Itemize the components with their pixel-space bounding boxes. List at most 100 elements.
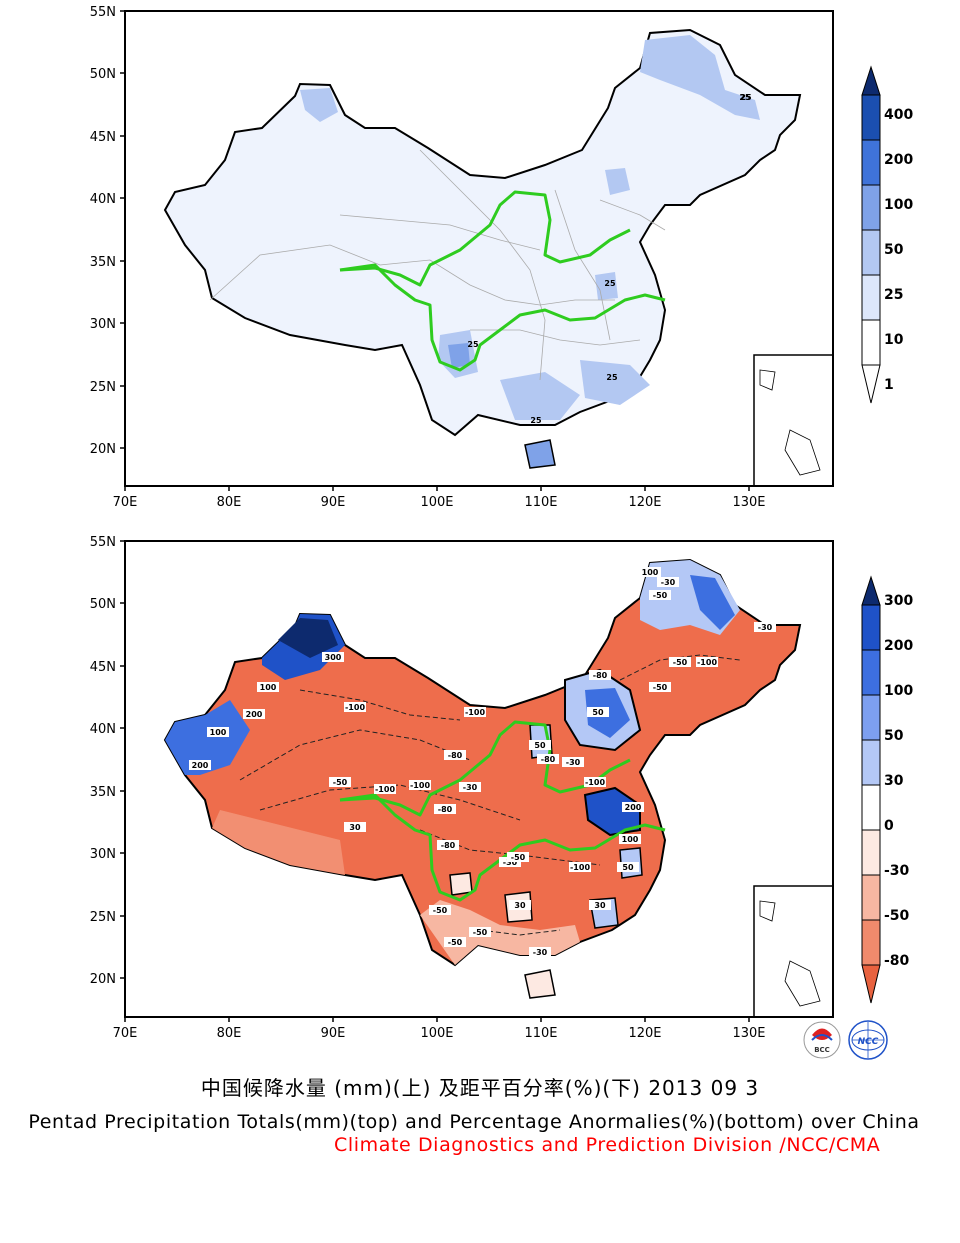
lon-label: 80E (217, 1026, 242, 1041)
bcc-logo: BCC (803, 1021, 841, 1059)
contour-label-bg (584, 777, 606, 787)
south-china-sea-inset (753, 354, 834, 487)
contour-label: -50 (473, 928, 488, 937)
contour-label-bg (243, 709, 265, 719)
contour-label: 30 (349, 823, 361, 832)
lon-label: 130E (732, 1026, 765, 1041)
contour-label-bg (569, 862, 591, 872)
contour-label-bg (437, 840, 459, 850)
lat-label: 20N (90, 972, 116, 987)
contour-label-bg (459, 782, 481, 792)
contour-label-bg (344, 822, 366, 832)
lon-label: 130E (732, 495, 765, 510)
chinese-caption: 中国候降水量 (mm)(上) 及距平百分率(%)(下) 2013 09 3 (200, 1076, 760, 1100)
contour-label: -80 (448, 751, 463, 760)
contour-label: -100 (345, 703, 365, 712)
colorbar-cap (861, 65, 881, 96)
colorbar-box (861, 829, 881, 876)
anomaly-patch (278, 618, 338, 658)
colorbar-box (861, 739, 881, 786)
contour-label-bg (617, 862, 639, 872)
latitude-axis: 55N 50N 45N 40N 35N 30N 25N 20N (90, 535, 125, 987)
precip-patch (300, 88, 338, 122)
contour-label: 25 (604, 279, 616, 288)
longitude-axis: 70E 80E 90E 100E 110E 120E 130E (113, 486, 766, 510)
contour-label-bg (639, 567, 661, 577)
contour-label-bg (429, 905, 451, 915)
contour-label-bg (619, 834, 641, 844)
lon-label: 70E (113, 495, 138, 510)
lat-label: 40N (90, 192, 116, 207)
lat-label: 25N (90, 910, 116, 925)
contour-label: -50 (333, 778, 348, 787)
colorbar-box (861, 229, 881, 276)
colorbar-label: -30 (884, 863, 910, 879)
anomaly-patch (165, 700, 250, 775)
colorbar-box (861, 604, 881, 651)
contour-label: -50 (511, 853, 526, 862)
lon-label: 70E (113, 1026, 138, 1041)
contour-label: -100 (410, 781, 430, 790)
contour-label: 25 (739, 93, 751, 102)
contour-label: 50 (622, 863, 634, 872)
contour-label: 100 (260, 683, 277, 692)
contour-label: 25 (530, 416, 542, 425)
contour-label-bg (344, 702, 366, 712)
contour-label-bg (696, 657, 718, 667)
colorbar: 400 200 100 50 25 10 1 (861, 65, 913, 404)
anomaly-patch (212, 810, 345, 875)
contour-label: -50 (433, 906, 448, 915)
lon-label: 80E (217, 495, 242, 510)
contour-label: 25 (467, 340, 479, 349)
precip-patch (605, 168, 630, 195)
anomaly-patch (690, 575, 735, 630)
contour-label-bg (622, 802, 644, 812)
precip-patch (500, 372, 580, 420)
contour-label: 25 (740, 93, 752, 102)
contour-label-bg (444, 937, 466, 947)
contour-label: -30 (566, 758, 581, 767)
contour-label: -50 (653, 591, 668, 600)
ncc-logo: NCC (848, 1020, 888, 1060)
contour-label: -30 (503, 858, 518, 867)
lat-label: 55N (90, 535, 116, 550)
lat-label: 50N (90, 67, 116, 82)
contour-label: 300 (325, 653, 342, 662)
contour-label: -80 (593, 671, 608, 680)
contour-label-bg (374, 784, 396, 794)
colorbar-label: 1 (884, 377, 894, 393)
contour-label: -30 (463, 783, 478, 792)
lat-label: 30N (90, 317, 116, 332)
contour-label: -30 (661, 578, 676, 587)
contour-label: -30 (533, 948, 548, 957)
english-caption: Pentad Precipitation Totals(mm)(top) and… (28, 1111, 920, 1133)
yellow-river (339, 190, 631, 287)
lat-label: 30N (90, 847, 116, 862)
contour-label: -100 (465, 708, 485, 717)
contour-label: -80 (441, 841, 456, 850)
yangtze-river (339, 263, 666, 372)
contour-label-bg (507, 852, 529, 862)
colorbar-label: 100 (884, 197, 913, 213)
lat-label: 35N (90, 255, 116, 270)
contour-label-bg (444, 750, 466, 760)
contour-label: 100 (642, 568, 659, 577)
colorbar-cap (861, 964, 881, 1004)
colorbar-label: 30 (884, 773, 904, 789)
contour-label-bg (469, 927, 491, 937)
longitude-axis: 70E 80E 90E 100E 110E 120E 130E (113, 1017, 766, 1041)
contour-label-bg (649, 682, 671, 692)
colorbar-box (861, 649, 881, 696)
contour-label-bg (529, 740, 551, 750)
contour-label: 200 (192, 761, 209, 770)
contour-label-bg (329, 777, 351, 787)
precip-patch (524, 439, 556, 469)
contour-label-bg (562, 757, 584, 767)
contour-label-bg (589, 900, 611, 910)
contour-label: -100 (375, 785, 395, 794)
anomaly-patch (524, 969, 556, 999)
colorbar-box (861, 694, 881, 741)
colorbar-box (861, 184, 881, 231)
